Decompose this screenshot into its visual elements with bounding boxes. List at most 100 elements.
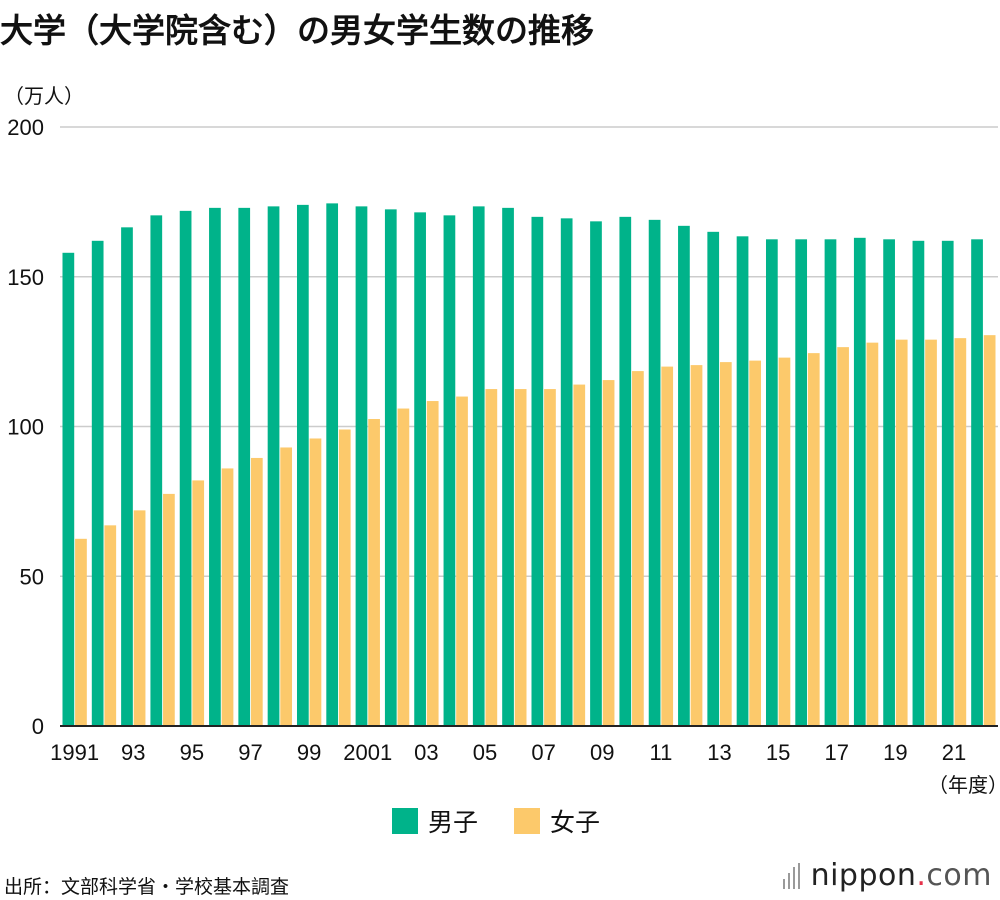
- bar-female: [280, 447, 293, 726]
- x-tick-label: 03: [414, 740, 438, 765]
- brand-tld: com: [926, 858, 992, 893]
- bar-female: [544, 389, 556, 726]
- x-tick-label: 05: [473, 740, 497, 765]
- brand-logo: nippon. com: [782, 858, 992, 893]
- bar-male: [883, 239, 895, 726]
- bar-male: [795, 239, 808, 726]
- x-tick-label: 1991: [50, 740, 99, 765]
- bar-male: [941, 240, 954, 726]
- bar-female: [514, 389, 527, 726]
- y-tick-label: 150: [7, 265, 44, 290]
- legend-label-male: 男子: [428, 808, 479, 837]
- bar-female: [573, 384, 586, 726]
- bar-female: [778, 357, 791, 726]
- bar-female: [368, 419, 380, 726]
- bar-female: [309, 438, 322, 726]
- legend-swatch-male: [392, 808, 418, 834]
- x-tick-label: 07: [531, 740, 555, 765]
- chart-title: 大学（大学院含む）の男女学生数の推移: [0, 11, 594, 50]
- bar-female: [661, 366, 674, 726]
- x-tick-label: 19: [883, 740, 907, 765]
- bar-male: [736, 236, 749, 726]
- bar-male: [384, 209, 397, 727]
- bar-female: [163, 493, 175, 726]
- x-tick-label: 93: [121, 740, 145, 765]
- x-tick-label: 95: [180, 740, 204, 765]
- bar-female: [338, 429, 351, 726]
- bar-female: [866, 342, 879, 726]
- y-tick-label: 100: [7, 415, 44, 440]
- bar-female: [104, 525, 117, 726]
- legend-swatch-female: [514, 808, 541, 834]
- bar-male: [238, 207, 251, 727]
- bar-female: [690, 365, 703, 726]
- bar-male: [619, 216, 632, 726]
- bar-male: [912, 240, 925, 726]
- bar-male: [678, 225, 690, 726]
- bar-male: [150, 215, 163, 727]
- bar-female: [133, 510, 146, 726]
- x-tick-label: 15: [766, 740, 790, 765]
- bar-female: [807, 353, 820, 726]
- bar-female: [602, 380, 615, 726]
- bar-male: [91, 240, 104, 726]
- y-axis-unit: （万人）: [4, 84, 84, 108]
- bar-female: [954, 338, 967, 726]
- bar-male: [62, 252, 75, 727]
- bar-male: [765, 239, 778, 726]
- x-tick-label: 11: [649, 740, 672, 765]
- bar-male: [443, 215, 456, 727]
- y-tick-label: 0: [32, 714, 44, 739]
- bar-male: [355, 206, 368, 726]
- legend: 男子 女子: [392, 803, 636, 839]
- brand-name: nippon: [810, 858, 917, 893]
- bar-female: [719, 362, 732, 726]
- bar-female: [632, 371, 644, 726]
- bar-male: [824, 239, 837, 726]
- x-axis-unit: （年度）: [928, 773, 1000, 797]
- x-tick-label: 97: [238, 740, 262, 765]
- bar-female: [192, 480, 205, 726]
- bar-female: [456, 396, 468, 726]
- bar-male: [209, 207, 221, 727]
- bar-male: [560, 218, 573, 726]
- x-tick-label: 21: [942, 740, 966, 765]
- x-tick-label: 09: [590, 740, 614, 765]
- x-tick-label: 17: [825, 740, 849, 765]
- legend-item-female: 女子: [514, 803, 600, 839]
- bar-male: [531, 216, 544, 726]
- source-note: 出所：文部科学省・学校基本調査: [4, 876, 290, 898]
- bar-female: [426, 401, 439, 726]
- bar-male: [121, 227, 133, 726]
- legend-label-female: 女子: [550, 808, 601, 837]
- bar-male: [853, 237, 866, 726]
- bar-female: [75, 538, 87, 726]
- brand-dot: .: [916, 858, 927, 893]
- bar-female: [895, 339, 908, 726]
- brand-bars-icon: [782, 862, 803, 889]
- bar-male: [648, 219, 661, 726]
- bar-female: [837, 347, 849, 726]
- bar-female: [485, 389, 498, 726]
- bar-female: [983, 335, 996, 726]
- bar-male: [590, 221, 602, 726]
- bar-female: [925, 339, 937, 726]
- x-tick-label: 99: [297, 740, 321, 765]
- bar-female: [397, 408, 410, 726]
- x-tick-label: 13: [707, 740, 731, 765]
- bar-male: [326, 203, 339, 726]
- bar-male: [414, 212, 426, 727]
- bar-female: [250, 457, 263, 726]
- bar-male: [179, 210, 192, 727]
- bar-female: [221, 468, 234, 726]
- bar-male: [971, 239, 983, 726]
- bar-male: [707, 231, 720, 726]
- bar-male: [267, 206, 280, 726]
- bar-male: [472, 206, 485, 726]
- bar-female: [749, 360, 762, 726]
- legend-item-male: 男子: [392, 803, 478, 839]
- x-tick-label: 2001: [343, 740, 392, 765]
- bar-male: [296, 204, 309, 726]
